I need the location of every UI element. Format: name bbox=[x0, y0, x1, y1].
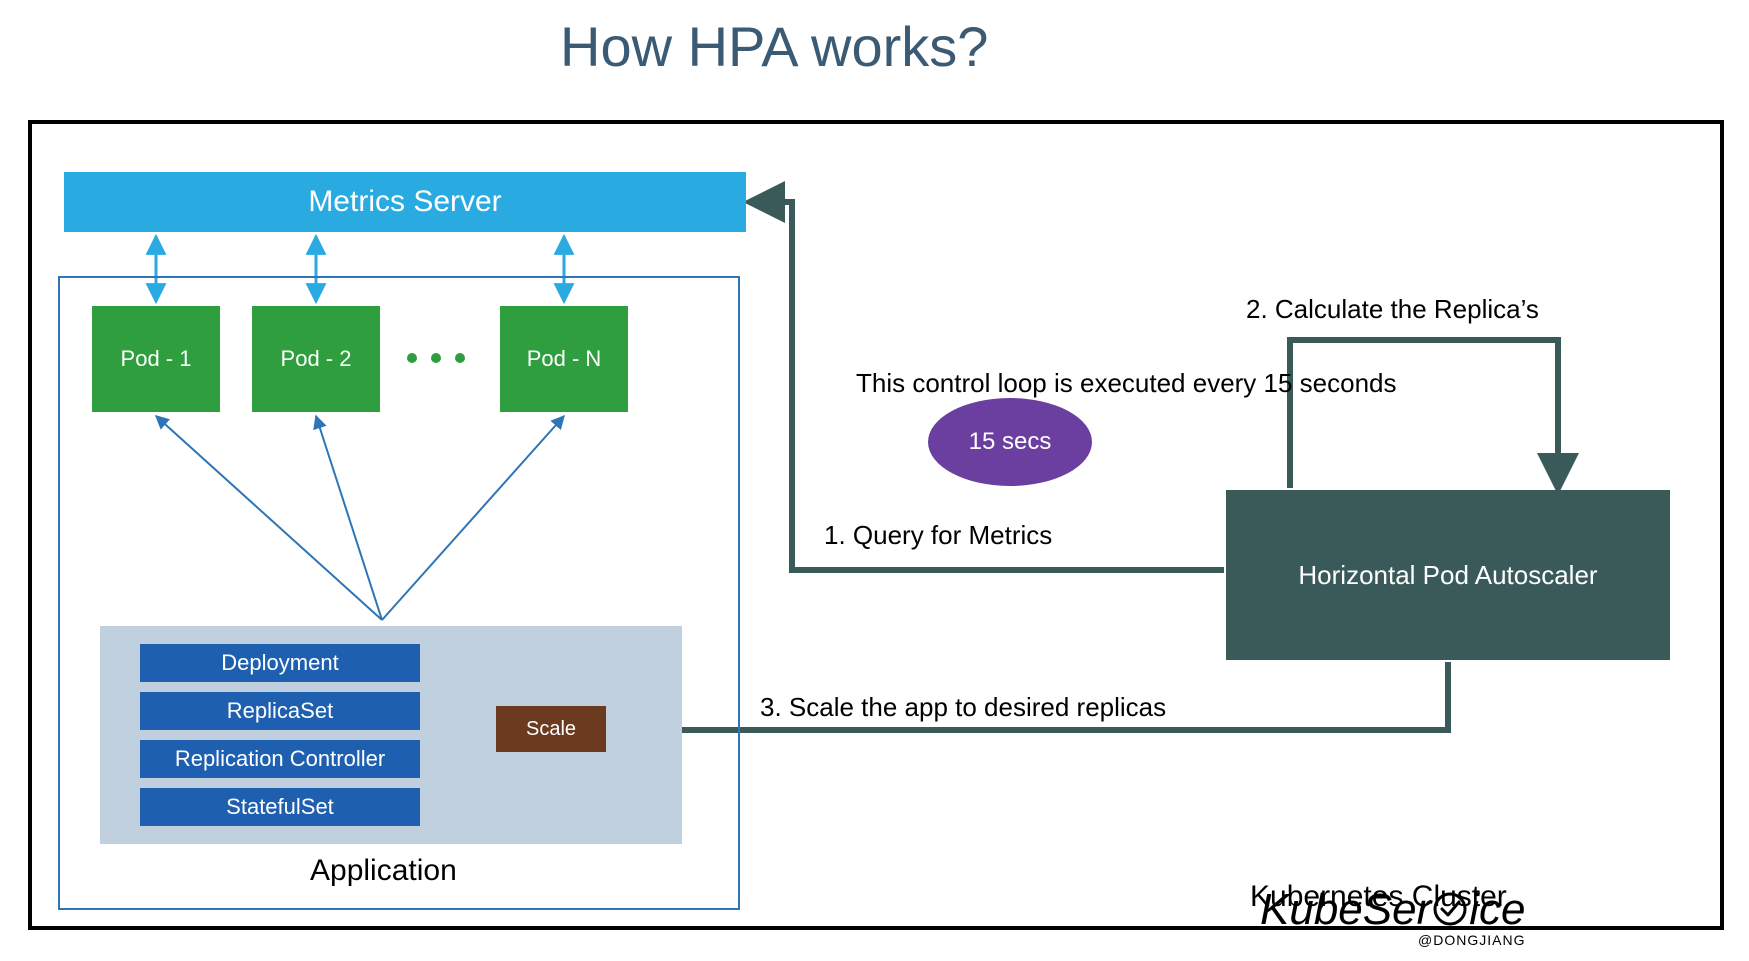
annotation-step3: 3. Scale the app to desired replicas bbox=[760, 692, 1166, 723]
metrics-server-box: Metrics Server bbox=[64, 172, 746, 232]
hpa-box: Horizontal Pod Autoscaler bbox=[1226, 490, 1670, 660]
pod-box-2: Pod - 2 bbox=[252, 306, 380, 412]
controller-bar-replicaset: ReplicaSet bbox=[140, 692, 420, 730]
loop-interval-ellipse: 15 secs bbox=[928, 398, 1092, 486]
watermark-check-icon bbox=[1431, 890, 1469, 936]
controller-bar-replication-controller: Replication Controller bbox=[140, 740, 420, 778]
controller-bar-deployment: Deployment bbox=[140, 644, 420, 682]
pod-box-3: Pod - N bbox=[500, 306, 628, 412]
watermark-brand-suffix: ice bbox=[1469, 885, 1525, 934]
annotation-loop_text: This control loop is executed every 15 s… bbox=[856, 368, 1397, 399]
application-label: Application bbox=[310, 854, 457, 888]
pod-box-1: Pod - 1 bbox=[92, 306, 220, 412]
scale-box: Scale bbox=[496, 706, 606, 752]
watermark-author: @DONGJIANG bbox=[1260, 932, 1525, 948]
watermark-brand-prefix: KubeSer bbox=[1260, 885, 1431, 934]
controller-bar-statefulset: StatefulSet bbox=[140, 788, 420, 826]
annotation-step2: 2. Calculate the Replica’s bbox=[1246, 294, 1539, 325]
slide-title: How HPA works? bbox=[560, 14, 988, 79]
kubeservice-watermark: KubeSer ice @DONGJIANG bbox=[1260, 886, 1525, 948]
annotation-step1: 1. Query for Metrics bbox=[824, 520, 1052, 551]
